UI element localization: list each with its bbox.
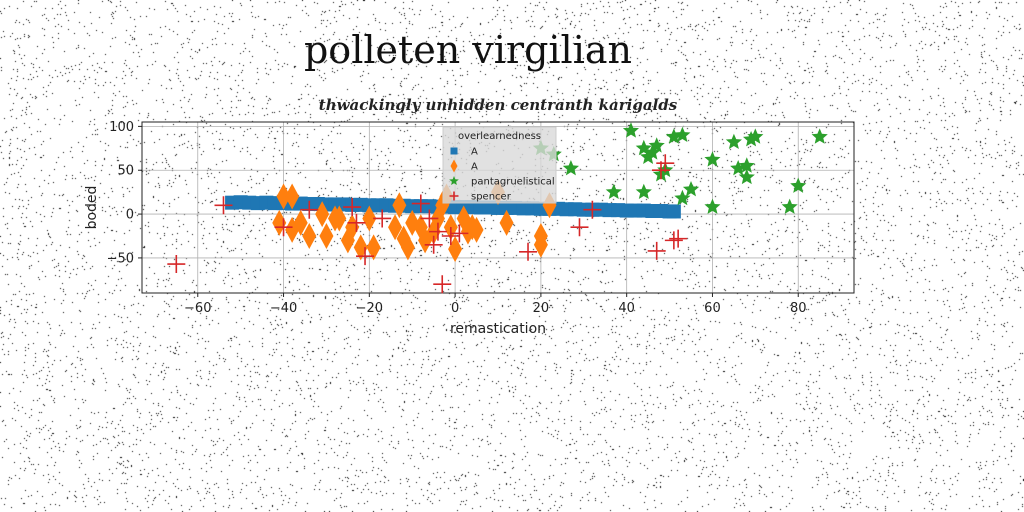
data-point [274, 218, 293, 237]
data-point [704, 151, 721, 167]
data-point [293, 209, 308, 236]
data-point [411, 194, 430, 213]
data-point [285, 183, 300, 210]
data-point [332, 205, 347, 232]
data-point [214, 196, 233, 215]
data-point [424, 235, 443, 254]
legend-marker [450, 159, 458, 173]
chart-title: thwackingly unhidden centranth karigalds [318, 96, 678, 114]
data-point [519, 242, 538, 261]
x-tick-label: −20 [356, 301, 383, 316]
data-point [738, 157, 755, 173]
data-point [366, 234, 381, 261]
x-tick-label: 0 [451, 301, 459, 316]
y-tick-label: 50 [117, 164, 134, 179]
data-point [656, 154, 675, 173]
data-point [622, 122, 639, 138]
data-point [400, 234, 415, 261]
data-point [651, 161, 670, 180]
data-point [747, 128, 764, 144]
data-point [441, 227, 460, 245]
data-point [167, 255, 186, 274]
data-point [781, 198, 798, 214]
data-point [428, 222, 447, 241]
x-tick-label: 20 [533, 301, 550, 316]
data-point [704, 198, 721, 214]
data-point [743, 131, 760, 147]
data-point [648, 137, 665, 153]
data-point [433, 275, 452, 294]
plot-frame [141, 121, 855, 294]
legend-label: A [471, 162, 478, 173]
data-point [347, 213, 366, 232]
data-point [570, 218, 589, 237]
legend-title: overlearnedness [458, 131, 541, 142]
data-point [640, 148, 657, 164]
legend-label: spencer [471, 192, 512, 203]
data-point [388, 214, 403, 241]
data-point [300, 200, 319, 219]
data-point [666, 204, 681, 219]
data-point [499, 209, 514, 236]
legend-label: A [471, 147, 478, 158]
data-point [356, 247, 375, 266]
x-tick-label: 80 [790, 301, 807, 316]
data-point [682, 181, 700, 197]
data-point [362, 205, 377, 232]
data-point [669, 229, 688, 248]
data-point [738, 168, 755, 185]
data-point [674, 126, 691, 142]
data-point [790, 177, 807, 193]
data-point [450, 224, 469, 243]
legend-marker [449, 191, 459, 201]
legend-label: pantagruelistical [471, 177, 555, 188]
legend-marker [449, 176, 459, 185]
data-point [469, 216, 484, 243]
y-axis-label: boded [84, 186, 100, 230]
data-point [811, 128, 828, 144]
axis-ticks: −60 −40 −20 0 20 40 60 80 −50 0 50 100 [107, 120, 807, 316]
data-point [315, 201, 330, 228]
data-marks [167, 122, 828, 294]
data-point [562, 160, 579, 176]
data-point [635, 183, 652, 199]
data-point [647, 241, 666, 260]
data-point [319, 223, 334, 249]
x-axis-label: remastication [450, 321, 546, 337]
x-tick-label: 40 [618, 301, 635, 316]
data-point [725, 133, 742, 149]
data-point [665, 128, 682, 144]
x-tick-label: 60 [704, 301, 721, 316]
data-point [674, 189, 691, 206]
legend-marker [450, 147, 458, 155]
data-point [276, 183, 291, 210]
data-point [583, 200, 602, 219]
y-tick-label: 0 [126, 208, 134, 223]
legend-box [442, 126, 557, 204]
data-point [343, 198, 362, 217]
data-point [533, 223, 548, 249]
data-point [664, 231, 683, 250]
data-point [605, 183, 622, 199]
data-point [420, 209, 439, 228]
y-tick-label: −50 [107, 251, 134, 266]
y-tick-label: 100 [109, 120, 134, 135]
data-point [302, 223, 317, 249]
data-point [373, 209, 392, 228]
x-tick-label: −60 [184, 301, 211, 316]
page-title: polleten virgilian [303, 28, 632, 72]
data-point [392, 192, 407, 219]
x-tick-label: −40 [270, 301, 297, 316]
